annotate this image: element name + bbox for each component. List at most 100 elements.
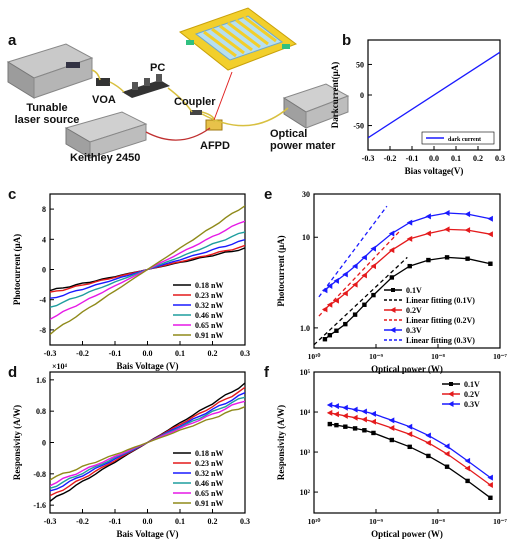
- x-tick-label: -0.3: [362, 154, 375, 163]
- y-tick-label: 10⁴: [300, 408, 311, 417]
- legend-marker: [448, 401, 454, 407]
- panel-label-d: d: [8, 364, 18, 381]
- legend-label: 0.23 nW: [195, 291, 223, 300]
- data-point: [464, 211, 471, 218]
- data-point: [388, 424, 395, 431]
- legend-label: 0.18 nW: [195, 281, 223, 290]
- data-point: [342, 404, 348, 411]
- data-point: [425, 230, 431, 237]
- data-point: [326, 401, 333, 408]
- data-point: [333, 277, 339, 284]
- data-point: [464, 457, 471, 464]
- x-axis-label: Optical power (W): [371, 529, 443, 539]
- data-point: [352, 263, 358, 270]
- legend-marker: [390, 307, 396, 313]
- panel-label-f: f: [264, 364, 269, 381]
- legend: 0.18 nW0.23 nW0.32 nW0.46 nW0.65 nW0.91 …: [173, 281, 223, 340]
- chart-f: 10¹⁰ 10⁻⁹ 10⁻⁸ 10⁻⁷ 10² 10³ 10⁴ 10⁵ Optical powe…: [276, 368, 508, 539]
- data-point: [444, 443, 450, 450]
- label-power-meter: Optical power mater: [270, 128, 336, 152]
- series-line: [318, 229, 402, 317]
- data-point: [326, 409, 333, 416]
- data-point: [327, 333, 333, 338]
- data-point: [362, 428, 367, 433]
- x-tick-label: 10⁻⁷: [493, 517, 507, 526]
- tunable-laser-device: [6, 43, 94, 99]
- x-tick-label: 10⁻⁹: [369, 517, 383, 526]
- y-axis-label: Responsivity (A/W): [12, 405, 22, 480]
- y-tick-label: 0.8: [36, 407, 46, 416]
- data-point: [488, 261, 493, 266]
- x-tick-label: 0.3: [495, 154, 505, 163]
- data-point: [444, 226, 450, 233]
- electrical-cable: [145, 127, 211, 141]
- data-point: [327, 421, 333, 427]
- x-axis-label: Bias voltage(V): [405, 166, 464, 176]
- data-point: [362, 302, 367, 307]
- zoom-arrow: [213, 71, 233, 121]
- y-tick-label: -1.6: [33, 501, 46, 510]
- x-tick-label: 10¹⁰: [308, 352, 322, 361]
- legend-label: 0.91 nW: [195, 331, 223, 340]
- data-point: [406, 235, 413, 242]
- legend-label: 0.1V: [406, 286, 422, 295]
- y-tick-label: 1.6: [36, 376, 46, 385]
- panel-label-c: c: [8, 186, 17, 203]
- data-point: [407, 444, 412, 450]
- legend-box: [421, 131, 495, 145]
- y-axis-label: Photocurrent (μA): [276, 235, 286, 306]
- y-tick-label: 4: [42, 235, 46, 244]
- x-tick-label: -0.3: [44, 349, 57, 358]
- legend: dark current: [421, 131, 495, 145]
- legend-label: 0.32 nW: [195, 469, 223, 478]
- y-tick-label: 10²: [300, 488, 311, 497]
- x-tick-label: 0.0: [429, 154, 439, 163]
- data-point: [388, 230, 395, 237]
- x-tick-label: 10⁻⁸: [431, 517, 445, 526]
- x-tick-label: 0.1: [451, 154, 461, 163]
- series-line: [50, 205, 245, 335]
- y-tick-label: 10: [302, 233, 310, 242]
- legend-label: 0.1V: [464, 380, 480, 389]
- legend-marker: [391, 288, 395, 292]
- legend-marker: [448, 391, 454, 397]
- data-point: [343, 424, 348, 429]
- x-tick-label: 10⁻⁷: [493, 352, 507, 361]
- label-coupler: Coupler: [174, 96, 216, 108]
- legend-label: Linear fitting (0.3V): [406, 336, 475, 345]
- label-pc: PC: [150, 62, 166, 74]
- label-voa: VOA: [92, 94, 116, 106]
- legend: 0.18 nW0.23 nW0.32 nW0.46 nW0.65 nW0.91 …: [173, 449, 223, 508]
- y-axis-label: Photocurrent (μA): [12, 234, 22, 305]
- data-point: [361, 408, 367, 415]
- x-tick-label: 0.2: [208, 349, 218, 358]
- y-tick-label: -0.8: [33, 470, 46, 479]
- data-point: [465, 256, 470, 261]
- data-point: [342, 271, 348, 278]
- x-tick-label: -0.1: [406, 154, 419, 163]
- afpd-zoom-image: [178, 7, 298, 71]
- plot-frame: [313, 371, 501, 514]
- legend-label: 0.3V: [406, 326, 422, 335]
- data-point: [352, 426, 358, 431]
- pc-device: [122, 74, 170, 98]
- plot-frame: [313, 193, 501, 349]
- series-line: [314, 256, 408, 346]
- data-point: [388, 247, 395, 254]
- x-tick-label: -0.3: [44, 517, 57, 526]
- series-group: [326, 401, 493, 500]
- data-point: [371, 430, 376, 436]
- data-point: [370, 245, 376, 252]
- series-line: [50, 406, 245, 481]
- data-point: [425, 213, 431, 220]
- legend: 0.1V0.2V0.3V: [442, 380, 480, 409]
- data-point: [426, 257, 431, 263]
- legend-label: 0.18 nW: [195, 449, 223, 458]
- data-point: [361, 254, 367, 261]
- y-tick-label: -50: [353, 122, 364, 131]
- legend-label: 0.65 nW: [195, 321, 223, 330]
- x-tick-label: 0.3: [240, 517, 250, 526]
- data-point: [343, 321, 348, 327]
